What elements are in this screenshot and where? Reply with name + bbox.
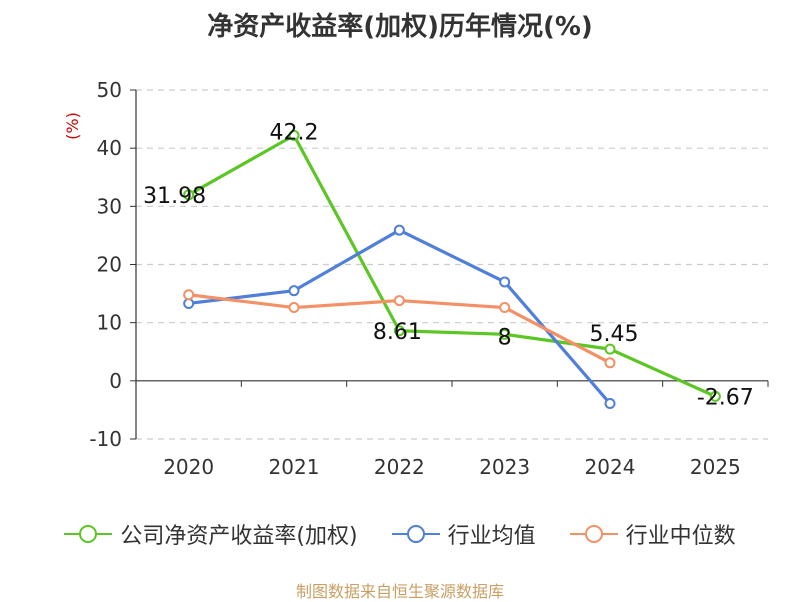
- series-line-0: [187, 133, 716, 398]
- data-label: 42.2: [270, 120, 319, 145]
- x-tick-label: 2022: [374, 455, 425, 479]
- y-tick-label: 40: [97, 136, 122, 160]
- y-tick-label: 30: [97, 194, 122, 218]
- data-point: [288, 302, 300, 314]
- axes: -10 0 10 20 30 40 50 2020 2021 2022 2023 2024 2025 (%…: [63, 78, 769, 479]
- data-point: [183, 189, 195, 201]
- x-tick-label: 2025: [690, 455, 741, 479]
- data-point: [183, 297, 195, 309]
- data-point: [288, 285, 300, 297]
- y-axis-label: (%): [63, 112, 82, 140]
- series-line-1: [188, 228, 612, 405]
- data-point: [499, 328, 511, 340]
- y-tick-label: 0: [109, 369, 122, 393]
- x-tick-label: 2020: [163, 455, 214, 479]
- y-tick-label: 10: [97, 311, 122, 335]
- legend-item-industry-mean[interactable]: 行业均值: [391, 518, 536, 550]
- legend-swatch-industry-mean: [391, 525, 440, 543]
- legend-item-industry-median[interactable]: 行业中位数: [569, 518, 736, 550]
- data-labels: 31.98 42.2 8.61 8 5.45 -2.67: [143, 120, 754, 410]
- data-point: [604, 357, 616, 369]
- data-label: 5.45: [590, 322, 639, 347]
- legend-swatch-company: [64, 525, 113, 543]
- legend-label-company: 公司净资产收益率(加权): [120, 524, 358, 549]
- legend-label-industry-median: 行业中位数: [625, 524, 736, 549]
- x-tick-label: 2021: [269, 455, 320, 479]
- data-point: [499, 302, 511, 314]
- data-point: [183, 289, 195, 301]
- data-point: [393, 224, 405, 236]
- x-tick-label: 2024: [585, 455, 636, 479]
- data-point: [499, 276, 511, 288]
- source-note: 制图数据来自恒生聚源数据库: [295, 582, 504, 601]
- data-point: [604, 398, 616, 410]
- data-label: 31.98: [143, 184, 206, 209]
- y-tick-label: 20: [97, 253, 122, 277]
- data-label: 8.61: [373, 320, 422, 345]
- data-label: 8: [498, 325, 512, 350]
- legend-item-company[interactable]: 公司净资产收益率(加权): [64, 518, 358, 550]
- data-label: -2.67: [697, 385, 754, 410]
- data-point: [393, 325, 405, 337]
- series-lines: [183, 129, 721, 410]
- x-tick-label: 2023: [479, 455, 530, 479]
- data-point: [288, 129, 300, 141]
- legend-swatch-industry-median: [569, 525, 618, 543]
- data-point: [709, 390, 721, 402]
- data-point: [604, 343, 616, 355]
- y-tick-label: 50: [97, 78, 122, 102]
- chart-title: 净资产收益率(加权)历年情况(%): [207, 12, 593, 42]
- data-point: [393, 295, 405, 307]
- legend: 公司净资产收益率(加权) 行业均值 行业中位数: [0, 518, 800, 550]
- y-tick-label: -10: [89, 427, 122, 451]
- legend-label-industry-mean: 行业均值: [447, 524, 536, 549]
